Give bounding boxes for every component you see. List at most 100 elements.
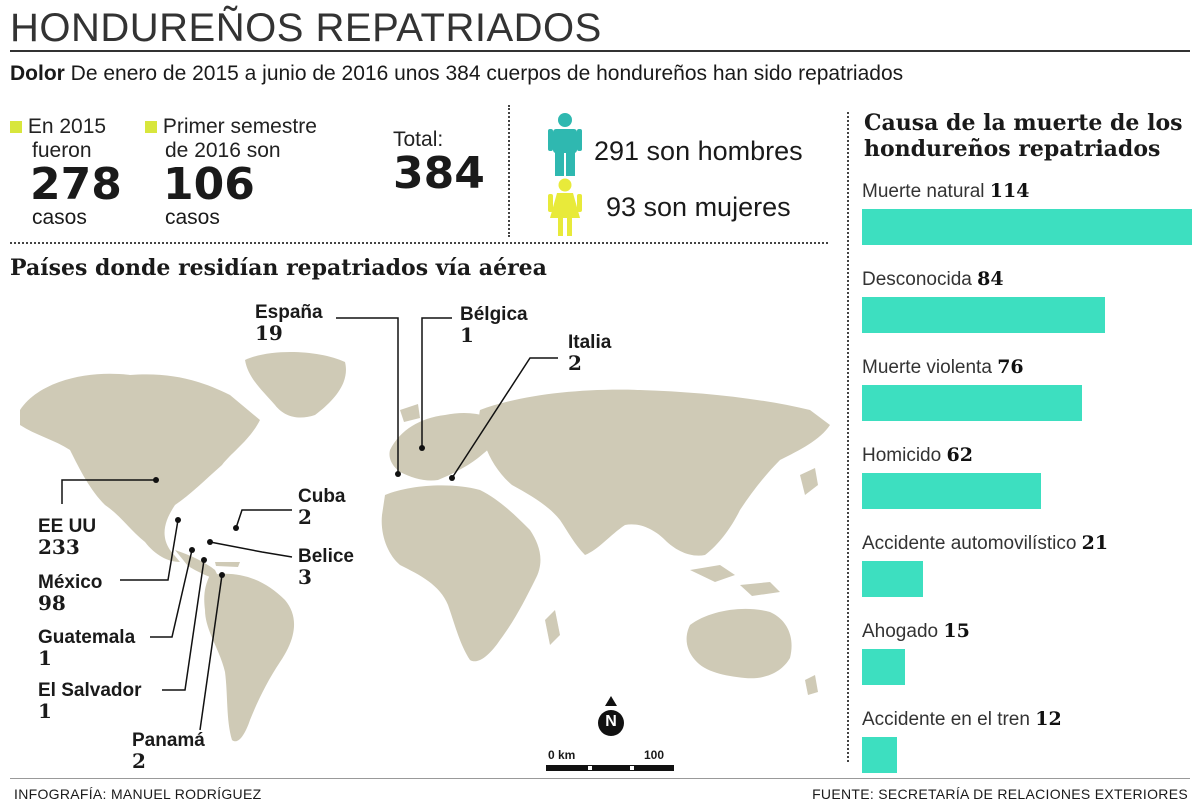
scale-end: 100 — [644, 748, 665, 762]
bar — [862, 649, 905, 685]
stat-total-label: Total: — [393, 128, 444, 151]
stat-2016-value: 106 — [163, 159, 255, 210]
map-title: Países donde residían repatriados vía aé… — [10, 255, 547, 281]
country-guatemala: Guatemala 1 — [38, 627, 135, 668]
bar-value-label: 62 — [946, 444, 973, 466]
divider-vertical-1 — [508, 105, 510, 237]
bar-value-label: 15 — [943, 620, 970, 642]
country-italy: Italia 2 — [568, 332, 611, 373]
page-title: HONDUREÑOS REPATRIADOS — [10, 6, 602, 50]
country-value: 98 — [38, 591, 66, 615]
subtitle-lead: Dolor — [10, 62, 65, 85]
bar-row: Muerte violenta 76 — [862, 356, 1082, 421]
stat-2016-label1: Primer semestre — [162, 115, 317, 138]
bar-category: Accidente en el tren — [862, 709, 1036, 730]
bar-category: Ahogado — [862, 621, 944, 642]
country-name: Panamá — [132, 730, 205, 751]
world-map — [0, 300, 840, 765]
stat-total: Total: 384 — [393, 128, 485, 196]
title-divider — [10, 50, 1190, 52]
country-value: 2 — [132, 749, 146, 773]
bar-row: Desconocida 84 — [862, 268, 1105, 333]
compass-icon — [596, 696, 626, 747]
country-name: México — [38, 572, 103, 593]
bar-row: Homicido 62 — [862, 444, 1041, 509]
bar-row: Muerte natural 114 — [862, 180, 1192, 245]
country-name: Bélgica — [460, 304, 528, 325]
footer-source: FUENTE: SECRETARÍA DE RELACIONES EXTERIO… — [812, 786, 1188, 802]
bar — [862, 737, 897, 773]
country-value: 19 — [255, 321, 283, 345]
country-spain: España 19 — [255, 302, 323, 343]
country-name: Italia — [568, 332, 612, 353]
country-value: 1 — [460, 323, 474, 347]
bar-category: Desconocida — [862, 269, 978, 290]
bar-value-label: 84 — [977, 268, 1004, 290]
country-name: Guatemala — [38, 627, 136, 648]
woman-icon — [548, 178, 582, 241]
divider-horizontal — [10, 242, 828, 244]
bar — [862, 385, 1082, 421]
bar-category: Homicido — [862, 445, 947, 466]
country-value: 3 — [298, 565, 312, 589]
bar-value-label: 114 — [989, 180, 1030, 202]
stat-2016-unit: casos — [165, 206, 220, 229]
leader-lines — [61, 317, 558, 731]
country-value: 1 — [38, 699, 52, 723]
bar-value-label: 12 — [1035, 708, 1062, 730]
stat-2015-value: 278 — [30, 159, 122, 210]
bar — [862, 473, 1041, 509]
footer-credit: INFOGRAFÍA: MANUEL RODRÍGUEZ — [14, 786, 262, 802]
country-value: 233 — [38, 535, 80, 559]
country-mexico: México 98 — [38, 572, 102, 613]
stat-2016-label2: de 2016 son — [165, 139, 281, 162]
subtitle: Dolor De enero de 2015 a junio de 2016 u… — [10, 62, 903, 86]
bar-label: Muerte violenta 76 — [862, 356, 1082, 379]
country-name: Cuba — [298, 486, 346, 507]
chart-title: Causa de la muerte de los hondureños rep… — [864, 110, 1183, 162]
bar-row: Accidente en el tren 12 — [862, 708, 1062, 773]
country-usa: EE UU 233 — [38, 516, 96, 557]
compass-label: N — [605, 713, 617, 730]
country-belize: Belice 3 — [298, 546, 354, 587]
stat-2016: Primer semestre de 2016 son 106 casos — [145, 115, 317, 229]
bar-label: Muerte natural 114 — [862, 180, 1192, 203]
bar — [862, 209, 1192, 245]
stat-total-value: 384 — [393, 148, 485, 199]
stat-2015: En 2015 fueron 278 casos — [10, 115, 122, 229]
stat-2015-label1: En 2015 — [27, 115, 107, 138]
bar-label: Accidente en el tren 12 — [862, 708, 1062, 731]
country-name: El Salvador — [38, 680, 142, 701]
footer-divider — [10, 778, 1190, 779]
subtitle-text: De enero de 2015 a junio de 2016 unos 38… — [70, 62, 904, 85]
divider-vertical-2 — [847, 112, 849, 762]
bar-label: Accidente automovilístico 21 — [862, 532, 1108, 555]
country-panama: Panamá 2 — [132, 730, 205, 771]
bar-label: Ahogado 15 — [862, 620, 970, 643]
country-el-salvador: El Salvador 1 — [38, 680, 142, 721]
bar-category: Accidente automovilístico — [862, 533, 1082, 554]
bar-label: Desconocida 84 — [862, 268, 1105, 291]
country-belgium: Bélgica 1 — [460, 304, 528, 345]
country-value: 2 — [568, 351, 582, 375]
yellow-square-icon — [145, 121, 157, 133]
country-cuba: Cuba 2 — [298, 486, 346, 527]
bar-category: Muerte natural — [862, 181, 990, 202]
bar-row: Ahogado 15 — [862, 620, 970, 685]
country-name: EE UU — [38, 516, 97, 537]
stat-2015-label2: fueron — [32, 139, 92, 162]
scale-tick — [588, 766, 592, 770]
scale-start: 0 km — [548, 748, 576, 762]
bar-value-label: 21 — [1081, 532, 1109, 554]
bar — [862, 297, 1105, 333]
yellow-square-icon — [10, 121, 22, 133]
country-name: Belice — [298, 546, 354, 567]
bar-label: Homicido 62 — [862, 444, 1041, 467]
bar-category: Muerte violenta — [862, 357, 998, 378]
country-value: 1 — [38, 646, 52, 670]
bar-value-label: 76 — [997, 356, 1024, 378]
women-count: 93 son mujeres — [606, 192, 791, 222]
country-value: 2 — [298, 505, 312, 529]
bar — [862, 561, 923, 597]
man-icon — [548, 112, 582, 181]
